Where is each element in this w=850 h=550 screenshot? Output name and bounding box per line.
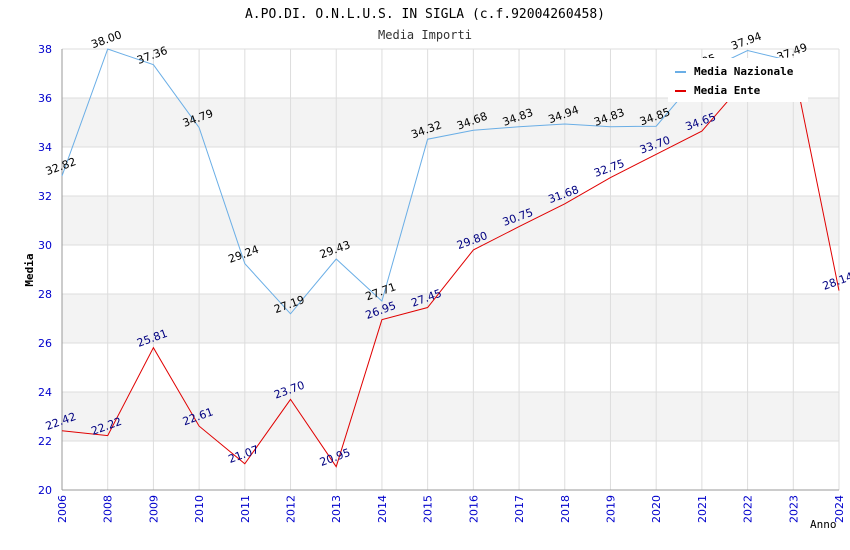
- x-tick-label: 2021: [696, 495, 709, 523]
- x-tick-label: 2012: [285, 495, 298, 523]
- y-tick-label: 30: [38, 239, 52, 252]
- chart-subtitle: Media Importi: [378, 28, 472, 42]
- x-tick-label: 2016: [467, 495, 480, 523]
- legend-box: [668, 58, 808, 102]
- y-tick-label: 32: [38, 190, 52, 203]
- y-tick-label: 26: [38, 337, 52, 350]
- plot-band: [62, 392, 839, 441]
- chart-title: A.PO.DI. O.N.L.U.S. IN SIGLA (c.f.920042…: [245, 7, 605, 22]
- y-tick-label: 20: [38, 484, 52, 497]
- x-tick-label: 2011: [239, 495, 252, 523]
- data-label-nazionale: 29.24: [227, 243, 261, 266]
- plot-band: [62, 294, 839, 343]
- x-tick-label: 2014: [376, 495, 389, 523]
- plot-band: [62, 196, 839, 245]
- x-tick-label: 2015: [422, 495, 435, 523]
- series-line-nazionale: [61, 48, 794, 315]
- data-label-nazionale: 32.82: [44, 155, 78, 178]
- y-tick-label: 28: [38, 288, 52, 301]
- x-tick-label: 2008: [102, 495, 115, 523]
- plot-band: [62, 98, 839, 147]
- x-axis-label: Anno: [810, 518, 837, 531]
- series-line-ente: [61, 65, 840, 468]
- y-tick-label: 36: [38, 92, 52, 105]
- legend-label-nazionale: Media Nazionale: [694, 65, 794, 78]
- data-label-nazionale: 38.00: [89, 28, 123, 51]
- legend: Media Nazionale Media Ente: [668, 58, 808, 102]
- legend-label-ente: Media Ente: [694, 84, 761, 97]
- x-tick-label: 2019: [604, 495, 617, 523]
- x-tick-label: 2023: [787, 495, 800, 523]
- y-tick-label: 22: [38, 435, 52, 448]
- x-tick-label: 2017: [513, 495, 526, 523]
- x-tick-label: 2022: [742, 495, 755, 523]
- y-axis-label: Media: [23, 253, 36, 286]
- grid-lines: [61, 48, 840, 491]
- y-tick-label: 24: [38, 386, 52, 399]
- x-tick-label: 2009: [147, 495, 160, 523]
- plot-bands: [62, 98, 839, 441]
- x-tick-label: 2018: [559, 495, 572, 523]
- x-tick-label: 2006: [56, 495, 69, 523]
- y-tick-label: 38: [38, 43, 52, 56]
- series-lines: [61, 48, 840, 468]
- data-label-ente: 32.75: [592, 157, 626, 180]
- x-tick-label: 2013: [330, 495, 343, 523]
- y-tick-label: 34: [38, 141, 52, 154]
- x-tick-label: 2010: [193, 495, 206, 523]
- data-label-nazionale: 37.36: [135, 44, 169, 67]
- x-tick-label: 2024: [833, 495, 846, 523]
- x-tick-label: 2020: [650, 495, 663, 523]
